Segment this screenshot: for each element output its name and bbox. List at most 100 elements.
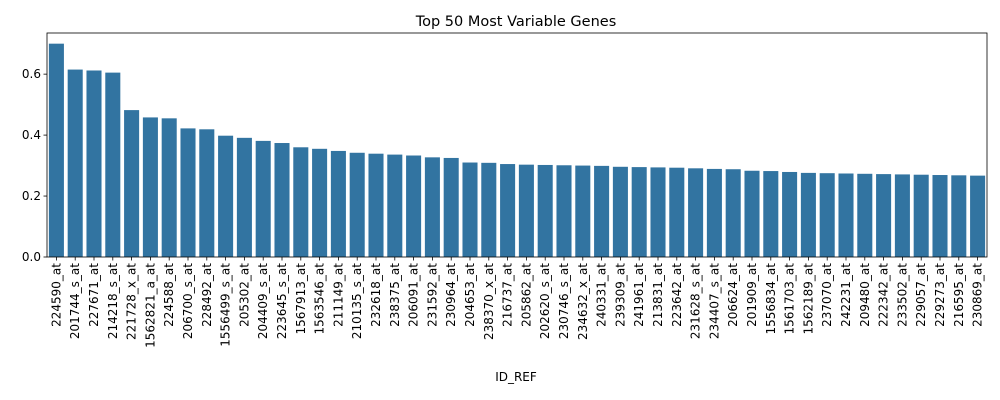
bar-229057_at [913,174,929,257]
x-tick-label: 229273_at [933,263,947,327]
bar-234632_x_at [575,165,591,257]
bar-224590_at [48,43,64,257]
x-axis: 224590_at 201744_s_at 227671_at 214218_s_at… [49,257,985,348]
bar-210135_s_at [349,152,365,257]
x-tick-label: 228492_at [200,263,214,327]
x-tick-label: 238370_x_at [482,263,496,340]
x-tick-label: 230746_s_at [557,263,571,339]
bar-240331_at [594,165,610,257]
y-tick-label: 0.4 [22,128,41,142]
bar-221728_x_at [124,110,140,257]
bar-209480_at [857,173,873,257]
x-tick-label: 231628_s_at [689,263,703,339]
x-tick-label: 206091_at [407,263,421,327]
x-tick-label: 237070_at [820,263,834,327]
bar-228492_at [199,129,215,257]
bar-216737_at [500,164,516,257]
x-tick-label: 221728_x_at [125,263,139,340]
x-tick-label: 241961_at [632,263,646,327]
x-tick-label: 224590_at [49,263,63,327]
x-tick-label: 202620_s_at [538,263,552,339]
x-tick-label: 230964_at [444,263,458,327]
y-tick-label: 0.6 [22,67,41,81]
x-tick-label: 234632_x_at [576,263,590,340]
bar-230869_at [970,175,986,257]
x-tick-label: 201744_s_at [68,263,82,339]
y-tick-label: 0.2 [22,189,41,203]
x-tick-label: 201909_at [745,263,759,327]
x-tick-label: 1562821_a_at [143,263,157,348]
x-tick-label: 205302_at [237,263,251,327]
x-tick-label: 240331_at [595,263,609,327]
x-tick-label: 223642_at [670,263,684,327]
bar-224588_at [161,118,177,257]
x-tick-label: 242231_at [839,263,853,327]
x-tick-label: 227671_at [87,263,101,327]
bar-239309_at [612,166,628,257]
bar-206624_at [725,169,741,257]
bar-238375_at [387,154,403,257]
bar-1561703_at [782,171,798,257]
bar-237070_at [819,173,835,257]
bar-234407_s_at [706,168,722,257]
x-tick-label: 232618_at [369,263,383,327]
bar-211149_at [330,150,346,257]
bars-group [48,43,986,258]
y-axis: 0.0 0.2 0.4 0.6 [22,67,47,264]
bar-1562189_at [800,172,816,257]
bar-222342_at [876,174,892,257]
bar-204409_s_at [255,140,271,257]
bar-206091_at [406,155,422,257]
x-tick-label: 1556834_at [764,263,778,335]
bar-223645_s_at [274,143,290,257]
bar-205862_at [518,164,534,257]
bar-204653_at [462,162,478,257]
bar-1567913_at [293,147,309,257]
bar-231628_s_at [688,168,704,257]
bar-1562821_a_at [142,117,158,257]
bar-227671_at [86,70,102,258]
x-tick-label: 229057_at [914,263,928,327]
x-tick-label: 210135_s_at [350,263,364,339]
x-tick-label: 224588_at [162,263,176,327]
bar-201744_s_at [67,69,83,257]
x-tick-label: 1556499_s_at [219,263,233,347]
x-tick-label: 239309_at [613,263,627,327]
x-tick-label: 234407_s_at [707,263,721,339]
chart-title: Top 50 Most Variable Genes [415,14,617,30]
bar-231592_at [424,157,440,257]
x-tick-label: 211149_at [331,263,345,327]
bar-206700_s_at [180,128,196,257]
x-tick-label: 206700_s_at [181,263,195,339]
x-tick-label: 216595_at [952,263,966,327]
bar-232618_at [368,153,384,257]
bar-1556834_at [763,171,779,257]
bar-205302_at [236,137,252,257]
x-tick-label: 205862_at [519,263,533,327]
x-tick-label: 231592_at [425,263,439,327]
x-tick-label: 233502_at [895,263,909,327]
bar-233502_at [894,174,910,257]
bar-214218_s_at [105,72,121,258]
bar-242231_at [838,173,854,257]
bar-230964_at [443,157,459,257]
plot-frame [46,32,988,258]
x-tick-label: 214218_s_at [106,263,120,339]
bar-238370_x_at [481,162,497,257]
y-tick-label: 0.0 [22,250,41,264]
bar-230746_s_at [556,165,572,257]
x-tick-label: 204653_at [463,263,477,327]
x-tick-label: 213831_at [651,263,665,327]
x-tick-label: 216737_at [501,263,515,327]
x-tick-label: 204409_s_at [256,263,270,339]
x-tick-label: 230869_at [971,263,985,327]
bar-201909_at [744,170,760,257]
x-tick-label: 222342_at [877,263,891,327]
bar-213831_at [650,167,666,257]
bar-202620_s_at [537,164,553,257]
bar-1556499_s_at [218,135,234,257]
bar-241961_at [631,167,647,257]
x-tick-label: 206624_at [726,263,740,327]
bar-1563546_at [312,148,328,257]
